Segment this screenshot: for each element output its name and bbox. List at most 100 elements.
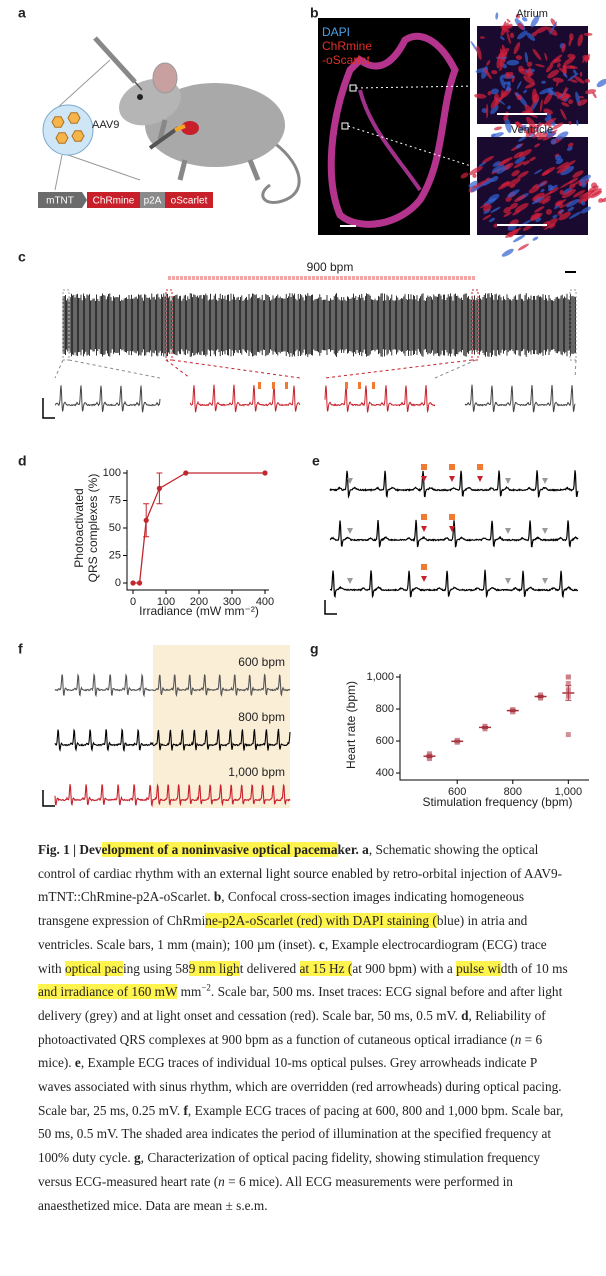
x-tick-label: 200 (190, 596, 208, 608)
cell (483, 67, 492, 80)
cell (522, 160, 530, 166)
cell (531, 196, 545, 205)
panel-label: f (18, 641, 23, 657)
cell (515, 55, 523, 60)
cell (569, 79, 578, 83)
tail (261, 138, 301, 204)
cell (582, 198, 588, 202)
error-bar (565, 685, 572, 701)
data-point (130, 580, 136, 586)
data-point (262, 470, 268, 476)
cell (493, 93, 500, 103)
cell (526, 61, 533, 67)
capsid (71, 130, 85, 142)
pulse-marker (372, 382, 375, 389)
mouse-body (145, 83, 285, 167)
scale-bar (324, 600, 337, 615)
cell (528, 185, 540, 194)
cell (567, 142, 574, 148)
capsid (51, 116, 65, 128)
panel-label: c (18, 249, 26, 265)
x-axis-label: Irradiance (mW mm⁻²) (139, 604, 259, 618)
ecg-trace (189, 384, 301, 413)
data-point (143, 517, 149, 523)
cell (481, 66, 489, 79)
cell (567, 72, 579, 82)
caption-text: at 900 bpm) with a (352, 960, 457, 976)
cell (530, 15, 540, 28)
cell (481, 155, 494, 164)
cell (568, 99, 574, 105)
cell (568, 177, 579, 184)
y-tick-label: 50 (109, 522, 121, 534)
mouse-heart (181, 121, 199, 135)
cell (501, 248, 514, 257)
cell (562, 86, 568, 98)
cell (533, 169, 543, 175)
ecg-trace (324, 384, 436, 414)
cell (592, 92, 597, 99)
cell (504, 117, 512, 134)
caption-text: Fig. 1 | Dev (38, 842, 102, 857)
caption-text: c (318, 936, 325, 952)
illumination-area (153, 645, 290, 808)
caption-text: t delivered (239, 960, 300, 976)
rate-label: 1,000 bpm (228, 765, 285, 779)
cell (601, 197, 606, 203)
construct-box (140, 192, 165, 208)
cell (550, 138, 557, 145)
cell (547, 218, 558, 226)
inset-marker (569, 289, 577, 361)
cell (510, 229, 519, 236)
cell (596, 78, 606, 88)
cell (534, 206, 545, 213)
stain-label: DAPI (322, 25, 350, 39)
scale-bar (42, 398, 55, 419)
cell (517, 170, 529, 179)
p-arrow (542, 528, 548, 534)
cell (517, 23, 525, 30)
caption-text: b (213, 889, 222, 905)
cell (566, 146, 573, 152)
cell (513, 151, 524, 159)
x-tick-label: 0 (130, 596, 136, 608)
data-point (156, 485, 162, 491)
caption-text: blue) in atria and ventricles. Scale bar… (38, 913, 528, 952)
capsid (67, 112, 81, 124)
inset-marker (471, 289, 479, 361)
cell (545, 208, 552, 215)
cell (541, 191, 554, 199)
x-tick-label: 100 (157, 596, 175, 608)
override-arrow (477, 476, 483, 482)
p-arrow (505, 578, 511, 584)
caption-text: ker. (337, 842, 363, 857)
cell (541, 166, 556, 176)
cell (523, 89, 527, 94)
pulse-marker (345, 382, 348, 389)
cell (525, 83, 536, 89)
x-tick-label: 600 (448, 786, 466, 798)
pulse-marker (477, 464, 483, 470)
cell (468, 166, 483, 176)
cell (490, 206, 501, 213)
construct-label: ChRmine (93, 196, 135, 207)
cell (529, 156, 536, 162)
caption-text: , Confocal cross-section images indicati… (38, 889, 525, 929)
cell (529, 98, 537, 112)
cell (497, 48, 510, 60)
cell (488, 193, 500, 203)
inset-title: Atrium (516, 8, 548, 20)
cell (559, 209, 564, 214)
cell (491, 70, 498, 75)
construct-box (87, 192, 140, 208)
caption-text: −2 (201, 982, 211, 993)
connector (165, 359, 473, 379)
cell (507, 105, 511, 110)
cell (547, 90, 554, 96)
y-tick-label: 75 (109, 494, 121, 506)
mouse-leg (247, 159, 261, 181)
cell (532, 48, 542, 61)
cell (499, 157, 513, 166)
cell (576, 119, 579, 126)
cell (518, 65, 524, 72)
